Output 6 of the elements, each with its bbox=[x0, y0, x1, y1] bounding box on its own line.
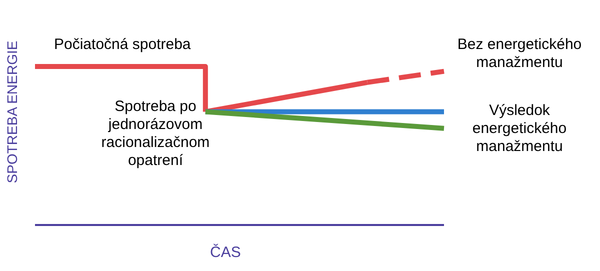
text: Počiatočná spotreba bbox=[54, 36, 192, 54]
text: Bez energetického manažmentu bbox=[456, 36, 583, 72]
y-axis-title: SPOTREBA ENERGIE bbox=[4, 40, 20, 184]
annotation: Spotreba po jednorázovom racionalizačnom opatrení bbox=[100, 98, 211, 170]
x-axis-title: ČAS bbox=[210, 244, 241, 261]
text: Výsledok energetického manažmentu bbox=[471, 102, 568, 156]
